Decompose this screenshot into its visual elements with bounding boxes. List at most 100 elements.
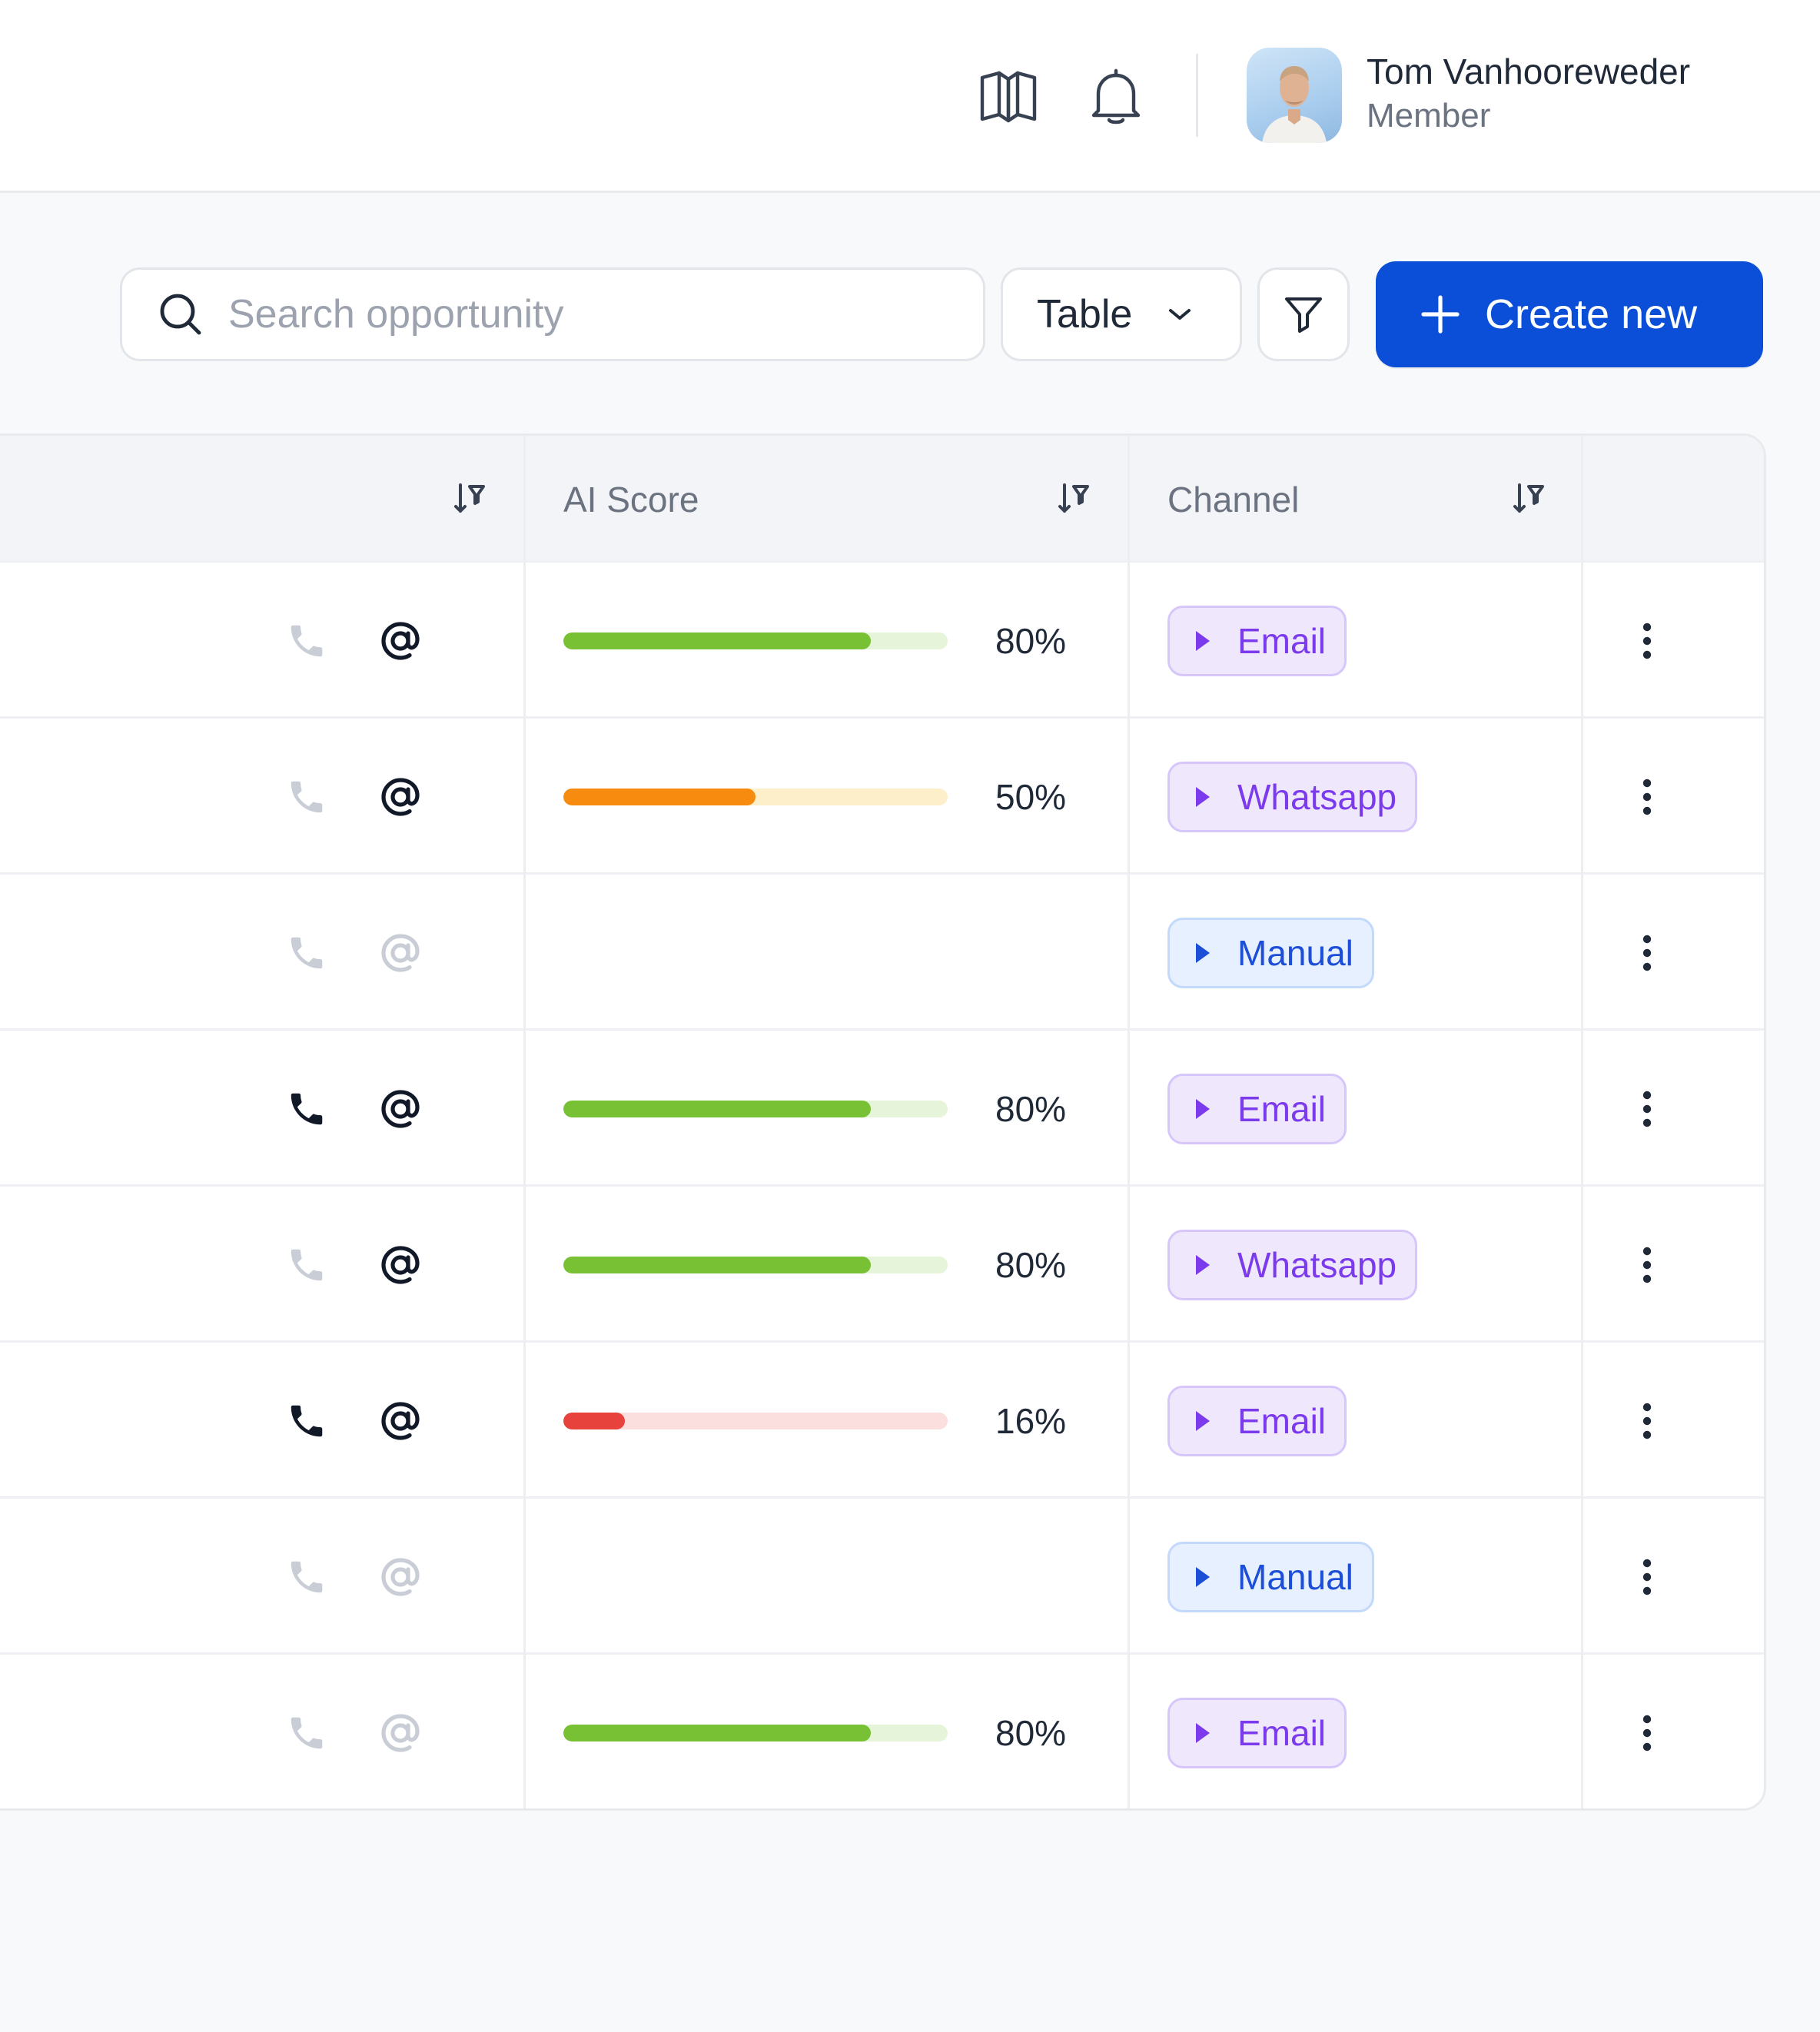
column-divider (1581, 436, 1583, 1808)
ai-score-value: 80% (995, 1712, 1067, 1753)
create-new-label: Create new (1485, 291, 1698, 337)
create-new-button[interactable]: Create new (1376, 261, 1763, 367)
view-select[interactable]: Table (1001, 267, 1242, 361)
play-icon (1196, 630, 1210, 651)
search-input[interactable] (227, 291, 922, 338)
more-vertical-icon[interactable] (1624, 922, 1670, 984)
ai-score-value: 16% (995, 1400, 1067, 1441)
channel-label: Manual (1237, 932, 1353, 973)
top-header: Tom Vanhooreweder Member (0, 0, 1820, 193)
phone-icon[interactable] (282, 1396, 331, 1446)
ai-score-bar (563, 632, 948, 649)
play-icon (1196, 1098, 1210, 1119)
ai-score-bar (563, 1100, 948, 1117)
play-icon (1196, 1410, 1210, 1431)
phone-icon[interactable] (282, 1708, 331, 1758)
more-vertical-icon[interactable] (1624, 1234, 1670, 1296)
table-row[interactable]: 80% Email (0, 1652, 1764, 1808)
ai-score-bar-fill (563, 1412, 625, 1429)
channel-badge[interactable]: Email (1167, 1385, 1347, 1456)
avatar[interactable] (1247, 48, 1342, 143)
sort-icon[interactable] (1510, 480, 1547, 517)
channel-label: Email (1237, 1712, 1327, 1753)
channel-badge[interactable]: Whatsapp (1167, 1229, 1418, 1300)
more-vertical-icon[interactable] (1624, 1546, 1670, 1608)
table-row[interactable]: 80% Email (0, 1028, 1764, 1184)
at-sign-icon[interactable] (376, 1396, 425, 1446)
at-sign-icon[interactable] (376, 772, 425, 822)
channel-badge[interactable]: Manual (1167, 1541, 1374, 1612)
play-icon (1196, 1254, 1210, 1275)
phone-icon[interactable] (282, 928, 331, 978)
at-sign-icon[interactable] (376, 616, 425, 666)
header-divider (1196, 54, 1198, 137)
ai-score-bar-fill (563, 1100, 871, 1117)
opportunities-table: AI Score Channel 80% Email 50% Whatsapp Manu… (0, 433, 1766, 1811)
bell-icon[interactable] (1085, 65, 1147, 129)
channel-badge[interactable]: Manual (1167, 917, 1374, 988)
more-vertical-icon[interactable] (1624, 610, 1670, 672)
play-icon (1196, 1566, 1210, 1587)
user-role: Member (1367, 97, 1491, 134)
more-vertical-icon[interactable] (1624, 1078, 1670, 1140)
channel-label: Whatsapp (1237, 1244, 1397, 1285)
table-row[interactable]: 80% Email (0, 560, 1764, 716)
table-row[interactable]: Manual (0, 872, 1764, 1028)
ai-score-bar-fill (563, 1724, 871, 1741)
at-sign-icon[interactable] (376, 1708, 425, 1758)
play-icon (1196, 786, 1210, 807)
filter-button[interactable] (1257, 267, 1350, 361)
channel-label: Manual (1237, 1556, 1353, 1597)
search-box[interactable] (120, 267, 985, 361)
at-sign-icon[interactable] (376, 928, 425, 978)
phone-icon[interactable] (282, 772, 331, 822)
phone-icon[interactable] (282, 1084, 331, 1134)
chevron-down-icon (1166, 306, 1194, 323)
sort-icon[interactable] (1055, 480, 1092, 517)
at-sign-icon[interactable] (376, 1240, 425, 1290)
ai-score-value: 80% (995, 1088, 1067, 1129)
table-header: AI Score Channel (0, 436, 1764, 560)
channel-label: Email (1237, 1400, 1327, 1441)
ai-score-bar (563, 1724, 948, 1741)
at-sign-icon[interactable] (376, 1084, 425, 1134)
channel-badge[interactable]: Email (1167, 1697, 1347, 1768)
ai-score-value: 80% (995, 620, 1067, 661)
column-divider (523, 436, 526, 1808)
phone-icon[interactable] (282, 1240, 331, 1290)
channel-label: Email (1237, 620, 1327, 661)
sort-icon[interactable] (451, 480, 488, 517)
ai-score-bar (563, 1412, 948, 1429)
channel-badge[interactable]: Whatsapp (1167, 761, 1418, 832)
filter-icon (1284, 294, 1323, 334)
ai-score-bar-fill (563, 632, 871, 649)
at-sign-icon[interactable] (376, 1552, 425, 1602)
channel-badge[interactable]: Email (1167, 605, 1347, 676)
search-icon (158, 291, 204, 337)
book-open-icon[interactable] (978, 66, 1039, 128)
play-icon (1196, 942, 1210, 963)
user-name: Tom Vanhooreweder (1367, 51, 1691, 91)
phone-icon[interactable] (282, 616, 331, 666)
more-vertical-icon[interactable] (1624, 1702, 1670, 1764)
column-ai-score[interactable]: AI Score (563, 480, 699, 520)
table-row[interactable]: 16% Email (0, 1340, 1764, 1496)
column-divider (1128, 436, 1130, 1808)
table-row[interactable]: 80% Whatsapp (0, 1184, 1764, 1340)
ai-score-bar-fill (563, 1256, 871, 1273)
column-channel[interactable]: Channel (1167, 480, 1300, 520)
ai-score-bar-fill (563, 788, 756, 805)
plus-icon (1420, 294, 1460, 334)
ai-score-bar (563, 788, 948, 805)
ai-score-bar (563, 1256, 948, 1273)
table-row[interactable]: Manual (0, 1496, 1764, 1652)
table-row[interactable]: 50% Whatsapp (0, 716, 1764, 872)
channel-badge[interactable]: Email (1167, 1073, 1347, 1144)
channel-label: Email (1237, 1088, 1327, 1129)
view-select-value: Table (1037, 292, 1133, 337)
more-vertical-icon[interactable] (1624, 1390, 1670, 1452)
channel-label: Whatsapp (1237, 776, 1397, 817)
more-vertical-icon[interactable] (1624, 766, 1670, 828)
phone-icon[interactable] (282, 1552, 331, 1602)
ai-score-value: 50% (995, 776, 1067, 817)
